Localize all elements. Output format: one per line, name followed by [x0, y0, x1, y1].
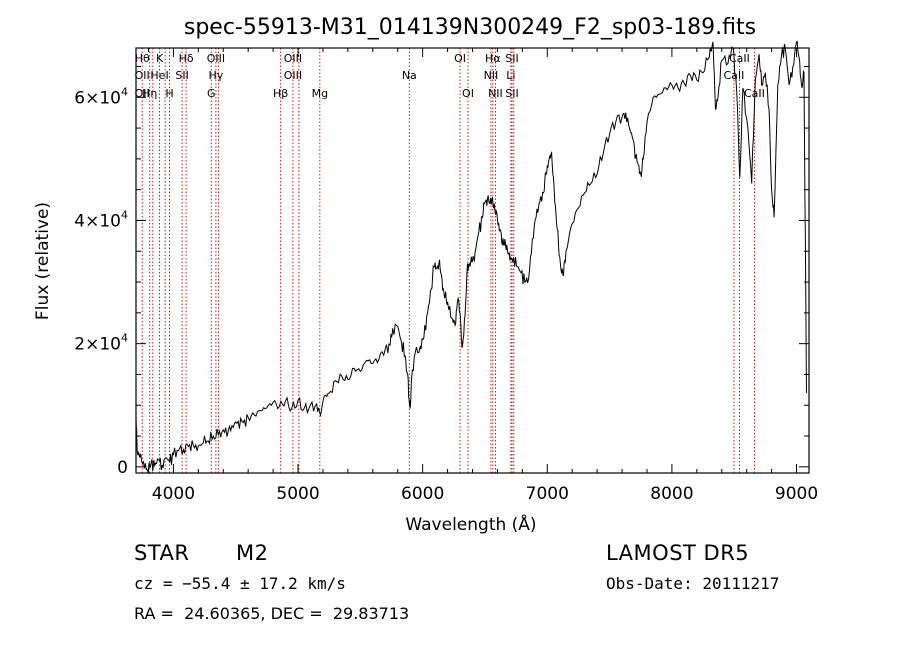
- x-tick-label: 4000: [152, 484, 195, 504]
- line-marker-label: CaII: [724, 69, 745, 82]
- line-marker-label: G: [207, 87, 216, 100]
- line-marker-label: NII: [488, 87, 503, 100]
- y-tick-labels: 0 2×104 4×104 6×104: [74, 85, 128, 478]
- line-marker-label: SII: [505, 52, 518, 65]
- line-marker-label: Na: [402, 69, 417, 82]
- observation-date: Obs-Date: 20111217: [606, 574, 780, 593]
- x-tick-label: 5000: [276, 484, 319, 504]
- line-marker-label: Li: [506, 69, 515, 82]
- line-marker-label: OIII: [284, 52, 302, 65]
- axis-ticks: [136, 48, 809, 473]
- emission-line-labels: HθOIIOIIHηKHeIHSIIHδGOIIIHγHβOIIIOIIIMgN…: [135, 52, 765, 100]
- ra-dec-coordinates: RA = 24.60365, DEC = 29.83713: [134, 604, 410, 623]
- redshift-cz: cz = −55.4 ± 17.2 km/s: [134, 574, 346, 593]
- x-tick-label: 6000: [401, 484, 444, 504]
- line-marker-label: OIII: [284, 69, 302, 82]
- spectrum-series-line: [135, 40, 807, 475]
- y-tick-label: 4×104: [74, 208, 128, 231]
- emission-line-markers: [141, 48, 755, 473]
- line-marker-label: OII: [135, 69, 150, 82]
- line-marker-label: OI: [462, 87, 474, 100]
- line-marker-label: Mg: [312, 87, 328, 100]
- survey-name: LAMOST DR5: [606, 541, 750, 565]
- line-marker-label: OIII: [207, 52, 225, 65]
- line-marker-label: CaII: [729, 52, 750, 65]
- x-tick-label: 8000: [650, 484, 693, 504]
- line-marker-label: Hγ: [208, 69, 223, 82]
- x-tick-label: 7000: [526, 484, 569, 504]
- line-marker-label: SII: [505, 87, 518, 100]
- chart-title: spec-55913-M31_014139N300249_F2_sp03-189…: [184, 15, 756, 40]
- y-tick-label: 6×104: [74, 85, 128, 108]
- line-marker-label: Hβ: [273, 87, 288, 100]
- y-tick-label: 0: [117, 458, 128, 478]
- line-marker-label: HeI: [150, 69, 168, 82]
- line-marker-label: OI: [454, 52, 466, 65]
- line-marker-label: Hη: [142, 87, 157, 100]
- y-tick-label: 2×104: [74, 332, 128, 355]
- line-marker-label: NII: [484, 69, 499, 82]
- object-subclass: M2: [236, 541, 269, 565]
- line-marker-label: K: [156, 52, 164, 65]
- line-marker-label: SII: [175, 69, 188, 82]
- line-marker-label: Hθ: [135, 52, 150, 65]
- line-marker-label: H: [165, 87, 173, 100]
- y-axis-label: Flux (relative): [33, 202, 53, 320]
- line-marker-label: Hα: [485, 52, 501, 65]
- x-axis-label: Wavelength (Å): [405, 513, 536, 535]
- line-marker-label: OII: [135, 87, 150, 100]
- line-marker-label: Hδ: [179, 52, 194, 65]
- object-class: STAR: [134, 541, 190, 565]
- x-tick-label: 9000: [775, 484, 818, 504]
- x-tick-labels: 4000 5000 6000 7000 8000 9000: [152, 484, 818, 504]
